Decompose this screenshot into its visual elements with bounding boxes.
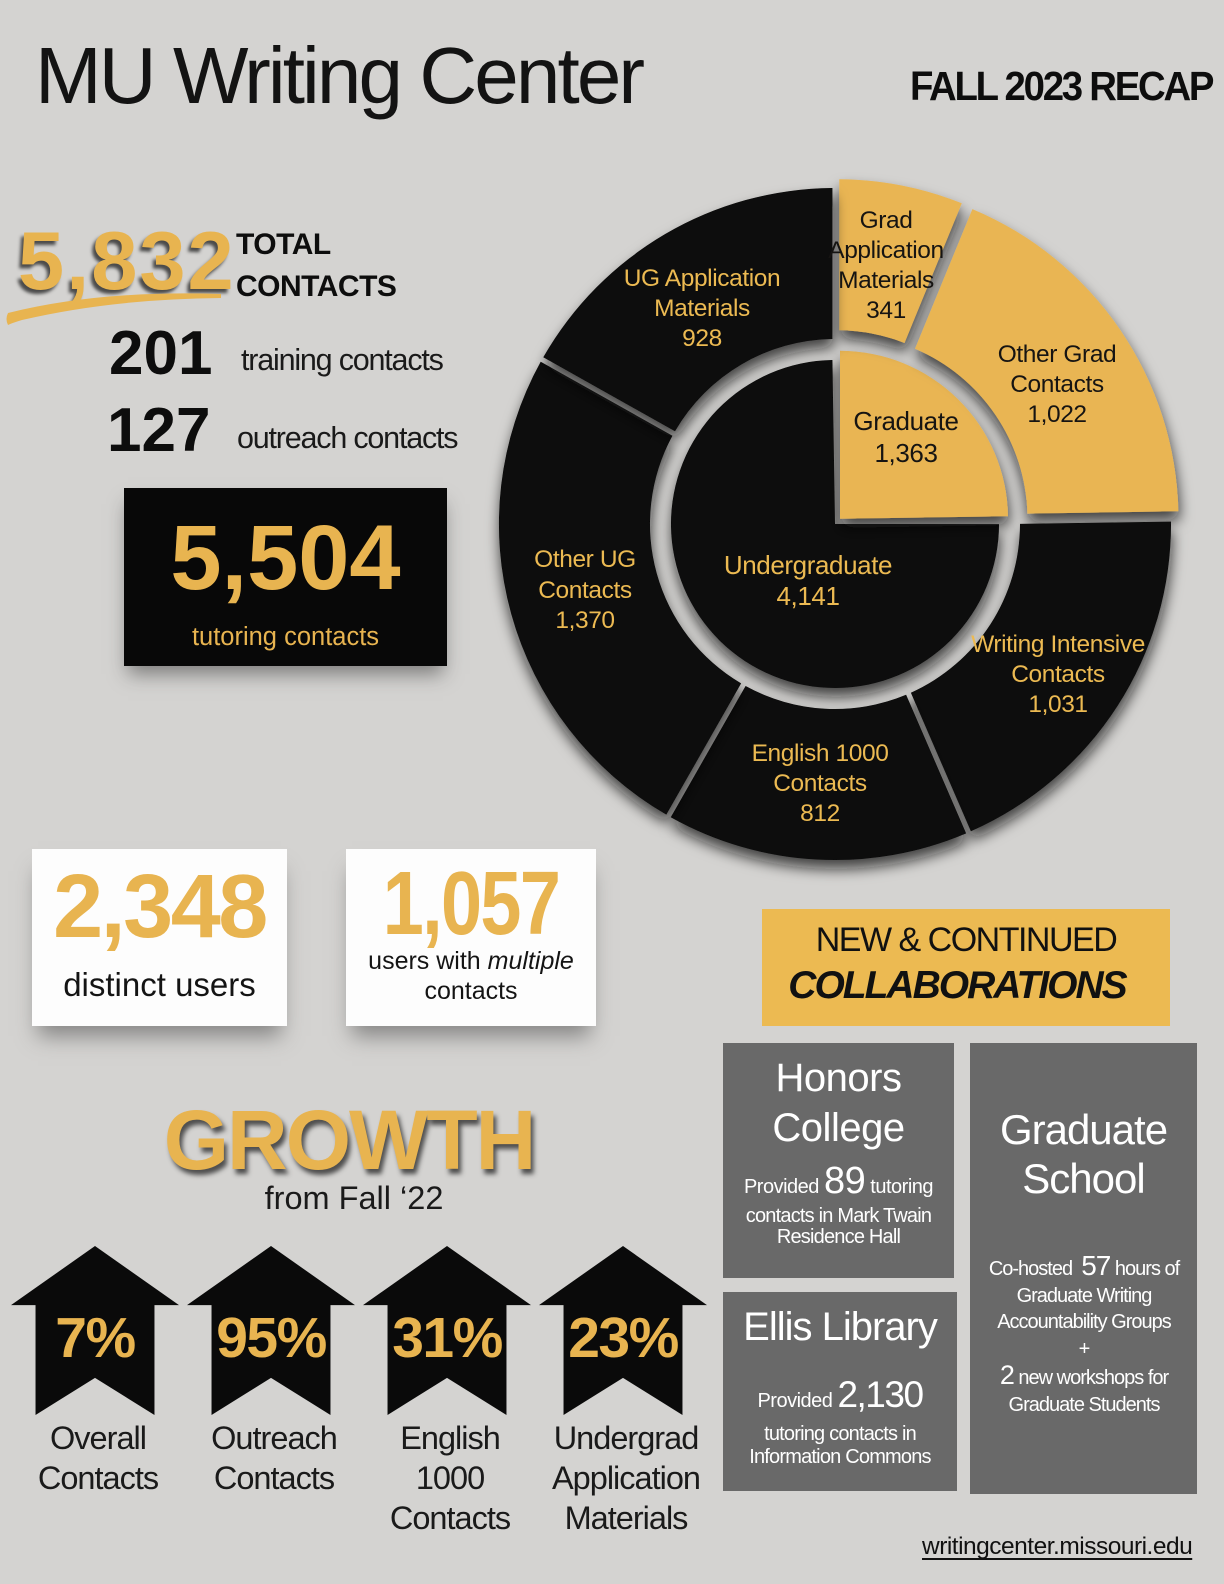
svg-text:1,363: 1,363 [874,438,937,468]
svg-text:Application: Application [828,237,943,264]
svg-text:English 1000: English 1000 [752,740,889,767]
svg-text:Grad: Grad [860,207,913,234]
svg-text:812: 812 [800,800,840,827]
svg-text:Contacts: Contacts [1011,661,1105,688]
svg-text:1,370: 1,370 [555,607,614,634]
svg-text:Contacts: Contacts [773,770,867,797]
svg-text:1,031: 1,031 [1028,691,1087,718]
svg-text:Graduate: Graduate [853,406,958,436]
svg-text:Other Grad: Other Grad [998,341,1117,368]
svg-text:928: 928 [682,325,722,352]
svg-text:4,141: 4,141 [776,581,839,611]
svg-text:Other UG: Other UG [534,546,636,573]
svg-text:Contacts: Contacts [538,577,632,604]
svg-text:Materials: Materials [654,295,750,322]
svg-text:Materials: Materials [838,267,934,294]
svg-text:1,022: 1,022 [1027,401,1086,428]
svg-text:341: 341 [866,297,906,324]
svg-text:Writing Intensive: Writing Intensive [971,631,1145,658]
svg-text:Contacts: Contacts [1010,371,1104,398]
svg-text:UG Application: UG Application [624,265,780,292]
svg-text:Undergraduate: Undergraduate [724,550,892,580]
